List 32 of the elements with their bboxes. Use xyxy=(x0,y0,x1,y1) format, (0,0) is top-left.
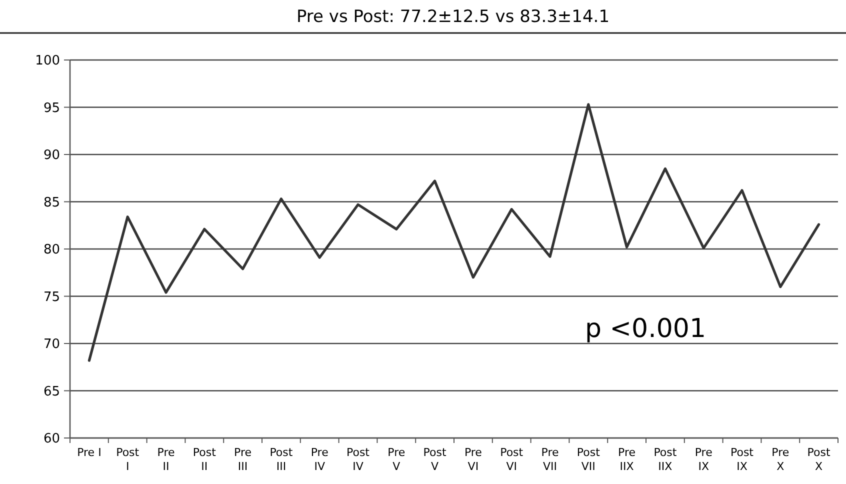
y-tick-label: 85 xyxy=(43,195,60,210)
y-tick-label: 100 xyxy=(35,54,60,69)
x-tick-label: Post IIX xyxy=(654,446,678,473)
x-tick-label: Post I xyxy=(116,446,140,473)
x-tick-label: Pre VII xyxy=(541,446,559,473)
annotation: p <0.001 xyxy=(585,314,706,344)
x-tick-label: Pre IIX xyxy=(618,446,636,473)
x-tick-label: Post II xyxy=(192,446,217,473)
x-tick-label: Post IV xyxy=(346,446,370,473)
y-tick-label: 70 xyxy=(43,337,60,352)
x-tick-label: Pre V xyxy=(388,446,406,473)
x-tick-label: Pre I xyxy=(77,446,102,459)
x-tick-label: Pre IV xyxy=(310,446,329,473)
x-tick-label: Pre X xyxy=(772,446,790,473)
y-tick-label: 90 xyxy=(43,148,60,164)
x-tick-label: Post VI xyxy=(500,446,524,473)
x-tick-label: Pre IX xyxy=(694,446,713,473)
y-tick-label: 60 xyxy=(43,432,60,447)
y-tick-label: 65 xyxy=(43,384,60,400)
y-tick-label: 95 xyxy=(43,100,60,116)
chart-title: Pre vs Post: 77.2±12.5 vs 83.3±14.1 xyxy=(296,7,610,27)
x-tick-label: Post III xyxy=(270,446,294,473)
x-tick-label: Pre VI xyxy=(464,446,482,473)
x-tick-label: Pre III xyxy=(234,446,252,473)
x-tick-label: Post IX xyxy=(730,446,754,473)
x-tick-label: Post V xyxy=(423,446,447,473)
y-tick-label: 75 xyxy=(43,290,60,305)
y-tick-label: 80 xyxy=(43,242,60,258)
x-tick-label: Post X xyxy=(807,446,831,473)
line-series xyxy=(88,103,820,362)
x-tick-label: Post VII xyxy=(576,446,601,473)
x-tick-label: Pre II xyxy=(157,446,175,473)
